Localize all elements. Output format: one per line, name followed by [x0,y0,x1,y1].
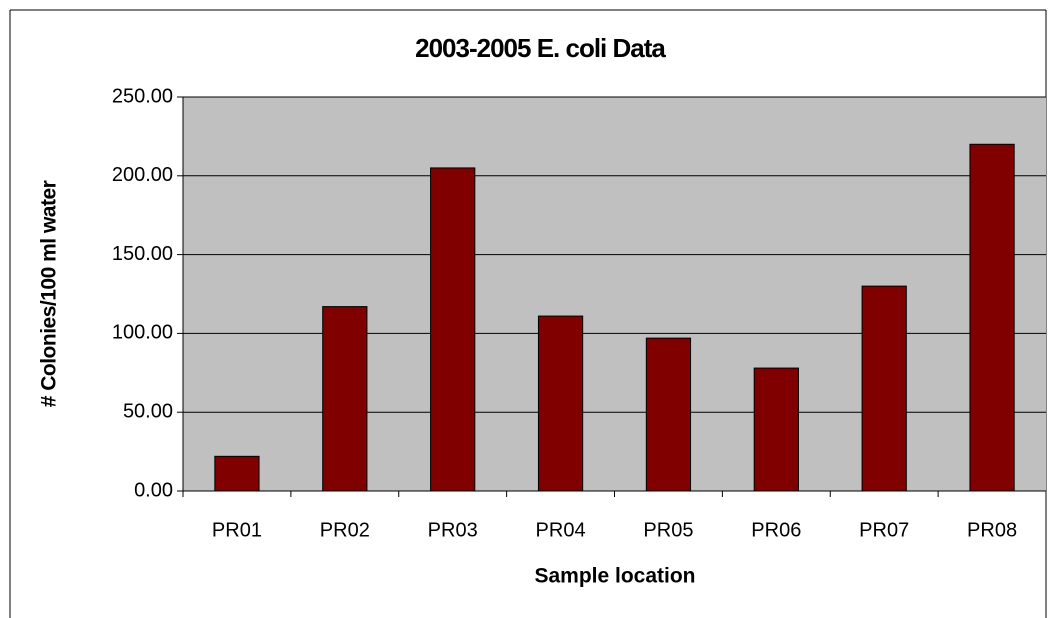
y-axis-label: # Colonies/100 ml water [38,180,61,407]
bar [214,455,260,492]
x-tick-label: PR04 [536,519,586,541]
y-tick-label: 200.00 [112,164,173,186]
x-tick-label: PR01 [212,519,262,541]
bar [861,285,907,492]
y-tick-label: 0.00 [134,479,173,501]
x-axis-label: Sample location [534,565,695,588]
bar [753,367,799,492]
bar [430,167,476,492]
x-tick-label: PR07 [859,519,909,541]
x-tick-label: PR06 [751,519,801,541]
bar [969,143,1015,492]
y-tick-label: 150.00 [112,243,173,265]
y-tick-label: 250.00 [112,85,173,107]
bar [322,306,368,492]
bar [645,337,692,492]
x-tick-label: PR05 [643,519,693,541]
y-tick-label: 100.00 [112,322,173,344]
plot-area [183,97,1046,491]
chart-title: 2003-2005 E. coli Data [415,33,666,63]
y-tick-label: 50.00 [123,400,173,422]
x-tick-label: PR03 [428,519,478,541]
x-tick-label: PR08 [967,519,1017,541]
bar [537,315,584,492]
x-tick-label: PR02 [320,519,370,541]
